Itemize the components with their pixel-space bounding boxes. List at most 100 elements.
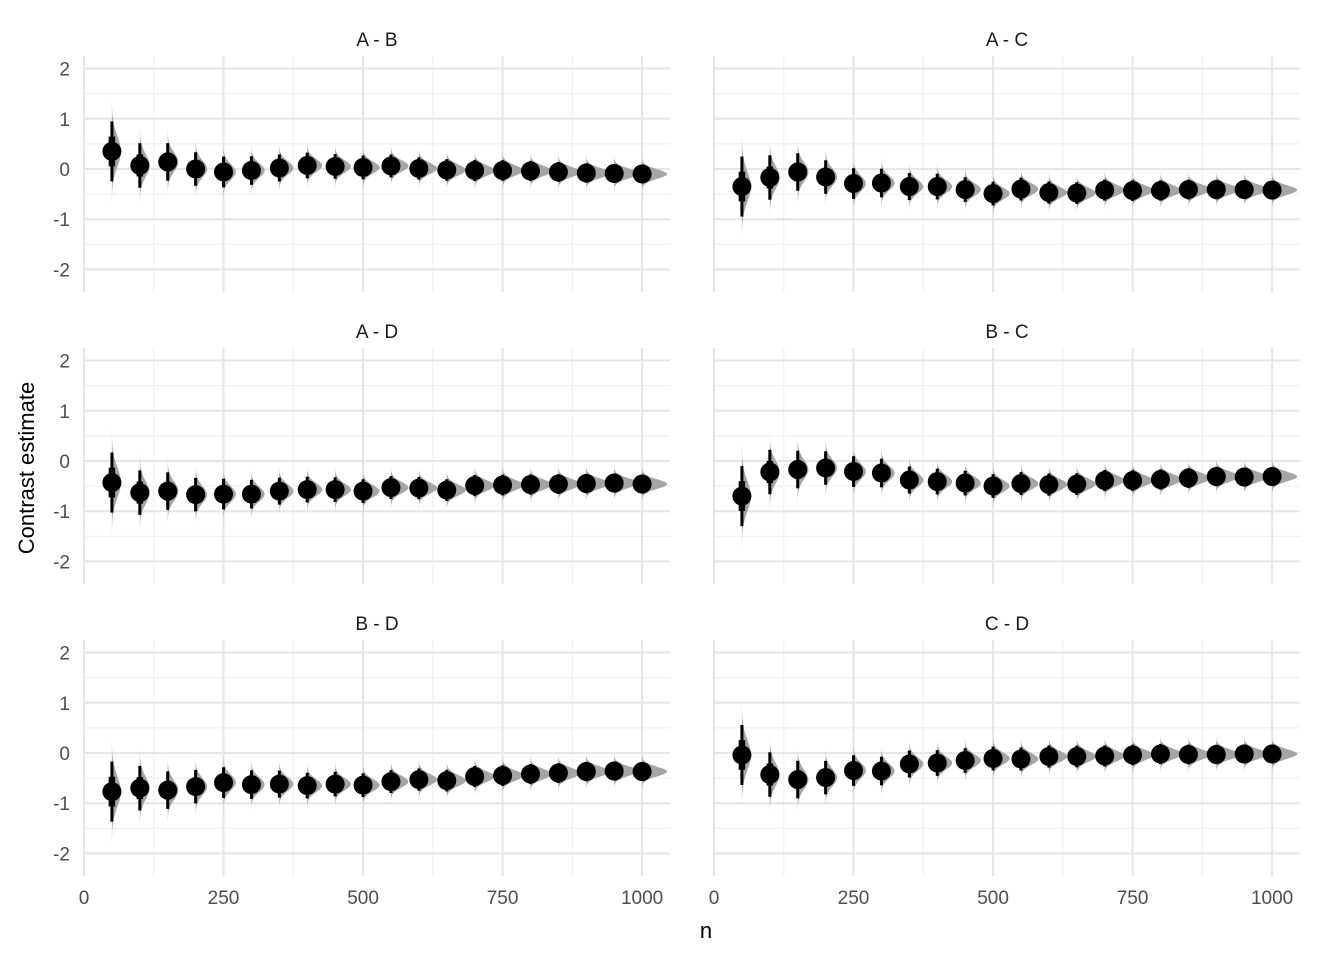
point-estimate <box>816 167 836 187</box>
density-slab <box>1076 171 1096 216</box>
facet-panels: A - B -2 -1 0 1 2 A - C A - D -2 -1 0 1 2 B - C B - D -… <box>53 30 1300 909</box>
point-estimate <box>325 156 345 176</box>
density-slab <box>1188 457 1211 499</box>
point-estimate <box>871 761 891 781</box>
density-slab <box>1244 170 1269 210</box>
point-estimate <box>1150 744 1170 764</box>
point-estimate <box>1178 468 1198 488</box>
density-slab <box>530 463 553 506</box>
point-estimate <box>760 765 780 785</box>
y-tick-label: -1 <box>53 794 70 815</box>
point-estimate <box>214 773 234 793</box>
point-estimate <box>871 173 891 193</box>
point-estimate <box>1067 474 1087 494</box>
density-slab <box>502 464 524 507</box>
point-estimate <box>1262 180 1282 200</box>
point-estimate <box>102 473 122 493</box>
point-estimate <box>927 177 947 197</box>
point-estimate <box>576 163 596 183</box>
density-slab <box>1160 169 1183 212</box>
point-estimate <box>269 158 289 178</box>
point-estimate <box>409 158 429 178</box>
point-estimate <box>844 174 864 194</box>
point-estimate <box>632 762 652 782</box>
point-estimate <box>1095 180 1115 200</box>
point-estimate <box>130 155 150 175</box>
point-estimate <box>353 481 373 501</box>
density-slab <box>1188 169 1211 210</box>
point-estimate <box>409 478 429 498</box>
density-slab <box>1076 734 1096 779</box>
point-estimate <box>1011 474 1031 494</box>
density-slab <box>586 751 610 792</box>
x-axis-label: n <box>700 918 712 943</box>
point-estimate <box>493 475 513 495</box>
y-tick-label: 2 <box>59 60 70 81</box>
density-slab <box>1272 170 1298 210</box>
point-estimate <box>1150 181 1170 201</box>
y-tick-label: -2 <box>53 552 70 573</box>
point-estimate <box>955 473 975 493</box>
density-slab <box>614 154 639 193</box>
point-estimate <box>186 777 206 797</box>
point-estimate <box>548 162 568 182</box>
point-estimate <box>548 763 568 783</box>
point-estimate <box>437 771 457 791</box>
point-estimate <box>1011 749 1031 769</box>
density-slab <box>1104 459 1125 503</box>
density-slab <box>1272 457 1298 496</box>
y-tick-label: 2 <box>59 644 70 665</box>
point-estimate <box>604 163 624 183</box>
density-slab <box>1160 458 1183 501</box>
point-estimate <box>130 778 150 798</box>
point-estimate <box>1178 744 1198 764</box>
x-tick-label: 250 <box>838 888 870 909</box>
y-tick-label: 1 <box>59 694 70 715</box>
point-estimate <box>1262 467 1282 487</box>
point-estimate <box>983 749 1003 769</box>
y-tick-label: 2 <box>59 352 70 373</box>
panel-marks <box>102 730 668 853</box>
point-estimate <box>1011 179 1031 199</box>
point-estimate <box>520 764 540 784</box>
x-tick-label: 0 <box>709 888 720 909</box>
point-estimate <box>325 480 345 500</box>
density-slab <box>1188 734 1211 775</box>
point-estimate <box>576 762 596 782</box>
point-estimate <box>927 472 947 492</box>
point-estimate <box>130 483 150 503</box>
point-estimate <box>788 460 808 480</box>
point-estimate <box>604 761 624 781</box>
panel-grid <box>713 348 1300 584</box>
point-estimate <box>899 470 919 490</box>
density-slab <box>1132 169 1154 212</box>
y-tick-label: 1 <box>59 402 70 423</box>
point-estimate <box>353 775 373 795</box>
point-estimate <box>1039 746 1059 766</box>
y-tick-label: 0 <box>59 160 70 181</box>
point-estimate <box>760 462 780 482</box>
panel-grid <box>713 56 1300 292</box>
point-estimate <box>325 774 345 794</box>
point-estimate <box>816 458 836 478</box>
point-estimate <box>241 160 261 180</box>
density-slab <box>530 753 553 795</box>
point-estimate <box>1206 467 1226 487</box>
point-estimate <box>604 473 624 493</box>
x-tick-label: 750 <box>1117 888 1149 909</box>
point-estimate <box>760 168 780 188</box>
point-estimate <box>955 180 975 200</box>
point-estimate <box>1123 745 1143 765</box>
density-slab <box>614 463 639 503</box>
panel-a-d: A - D -2 -1 0 1 2 <box>53 322 670 584</box>
panel-b-d: B - D -2 -1 0 1 2 0 250 500 750 1000 <box>53 614 670 909</box>
density-slab <box>474 148 495 193</box>
density-slab <box>586 463 610 504</box>
point-estimate <box>297 155 317 175</box>
point-estimate <box>548 474 568 494</box>
point-estimate <box>788 770 808 790</box>
point-estimate <box>871 463 891 483</box>
density-slab <box>502 149 524 192</box>
point-estimate <box>927 753 947 773</box>
point-estimate <box>788 162 808 182</box>
